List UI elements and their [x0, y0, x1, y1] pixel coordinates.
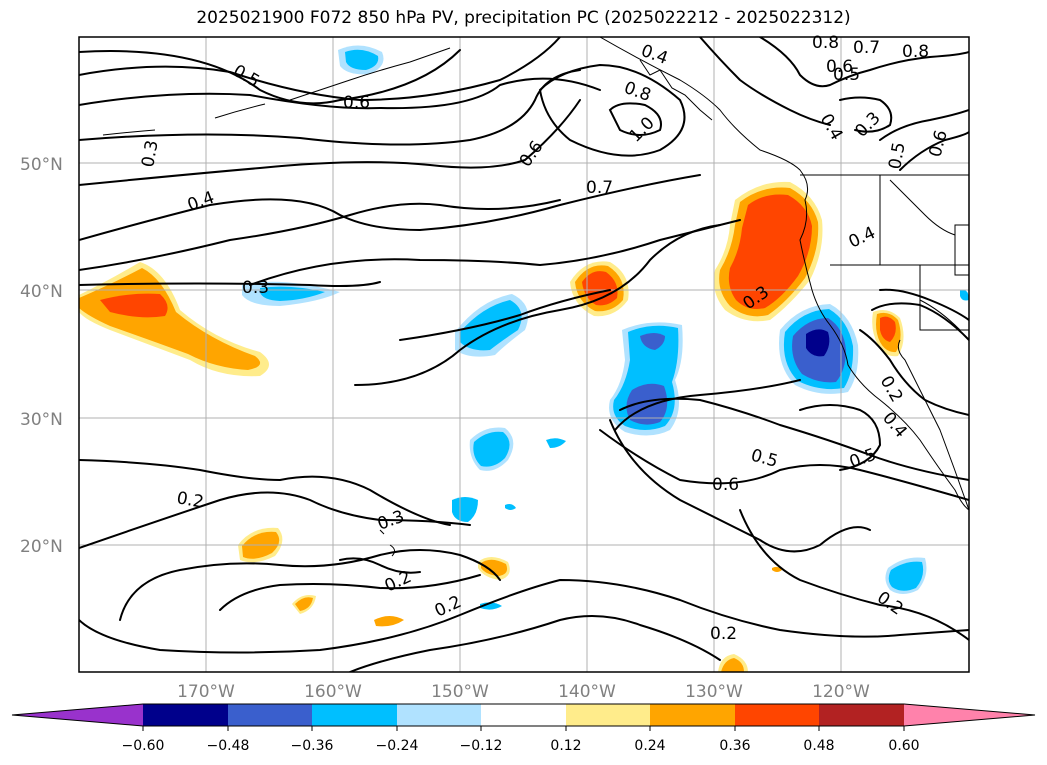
contour-label: 0.8	[902, 42, 929, 62]
precip-blob	[880, 316, 896, 342]
colorbar-extend-high	[904, 704, 1035, 726]
precip-blob	[888, 561, 924, 591]
lat-tick-label: 20°N	[20, 537, 63, 557]
colorbar-segment	[143, 704, 228, 726]
colorbar-tick-label: 0.12	[550, 738, 581, 754]
precip-blob	[295, 597, 313, 611]
contour-label: 0.2	[710, 624, 737, 644]
precip-shading	[79, 45, 969, 672]
lat-tick-labels: 50°N 40°N 30°N 20°N	[20, 155, 63, 557]
precip-blob	[772, 566, 782, 572]
contour-label: 0.2	[175, 488, 205, 512]
precip-blob	[721, 658, 744, 672]
pv-contours	[79, 37, 969, 672]
contour-label: 0.5	[885, 141, 909, 171]
contour-label: 0.7	[853, 38, 880, 58]
lon-tick-label: 150°W	[431, 682, 489, 702]
precip-blob	[481, 559, 508, 576]
colorbar-tick-label: −0.36	[291, 738, 334, 754]
lon-tick-label: 120°W	[812, 682, 870, 702]
precip-blob	[100, 293, 168, 318]
lon-tick-label: 140°W	[558, 682, 616, 702]
precip-blob	[505, 504, 516, 510]
lon-tick-label: 130°W	[685, 682, 743, 702]
colorbar-segment	[566, 704, 650, 726]
contour-label: 0.6	[343, 93, 370, 113]
colorbar-tick-label: −0.48	[207, 738, 250, 754]
precip-blob	[460, 300, 522, 351]
lon-tick-label: 160°W	[304, 682, 362, 702]
colorbar-segment	[397, 704, 481, 726]
lat-tick-label: 40°N	[20, 282, 63, 302]
colorbar-tick-label: −0.12	[460, 738, 503, 754]
colorbar-tick-label: 0.36	[719, 738, 750, 754]
precip-blob	[452, 497, 478, 522]
precip-blob	[626, 383, 668, 425]
colorbar-segment	[819, 704, 904, 726]
colorbar-segment	[735, 704, 819, 726]
precip-blob	[374, 616, 404, 627]
map-frame	[78, 36, 970, 673]
contour-label: 0.3	[138, 139, 162, 169]
colorbar-tick-label: 0.48	[803, 738, 834, 754]
precip-blob	[582, 271, 618, 306]
contour-label: 0.6	[712, 475, 739, 495]
precip-blob	[79, 268, 261, 370]
colorbar-tick-label: 0.60	[888, 738, 919, 754]
lat-tick-label: 50°N	[20, 155, 63, 175]
lon-tick-label: 170°W	[177, 682, 235, 702]
colorbar-tick-label: −0.24	[376, 738, 419, 754]
colorbar-segment	[481, 704, 566, 726]
colorbar-segment	[312, 704, 397, 726]
precip-blob	[473, 431, 510, 467]
precip-blob	[345, 49, 379, 70]
map-title: 2025021900 F072 850 hPa PV, precipitatio…	[196, 8, 851, 28]
contour-label: 0.8	[812, 33, 839, 53]
colorbar-segment	[650, 704, 735, 726]
precip-blob	[640, 333, 665, 350]
contour-label: 0.3	[242, 278, 269, 298]
colorbar-segment	[228, 704, 312, 726]
colorbar: −0.60 −0.48 −0.36 −0.24 −0.12 0.12 0.24 …	[11, 703, 1036, 754]
contour-label: 0.5	[833, 65, 860, 85]
precip-blob	[960, 289, 969, 301]
contour-label: 0.7	[586, 178, 613, 198]
precip-blob	[546, 438, 566, 448]
colorbar-tick-label: −0.60	[122, 738, 165, 754]
colorbar-extend-low	[12, 704, 143, 726]
lon-tick-labels: 170°W 160°W 150°W 140°W 130°W 120°W	[177, 682, 870, 702]
precip-blob	[806, 329, 830, 357]
colorbar-tick-label: 0.24	[634, 738, 665, 754]
precip-blob	[728, 194, 812, 309]
lat-tick-label: 30°N	[20, 410, 63, 430]
contour-label: 0.6	[826, 57, 853, 77]
